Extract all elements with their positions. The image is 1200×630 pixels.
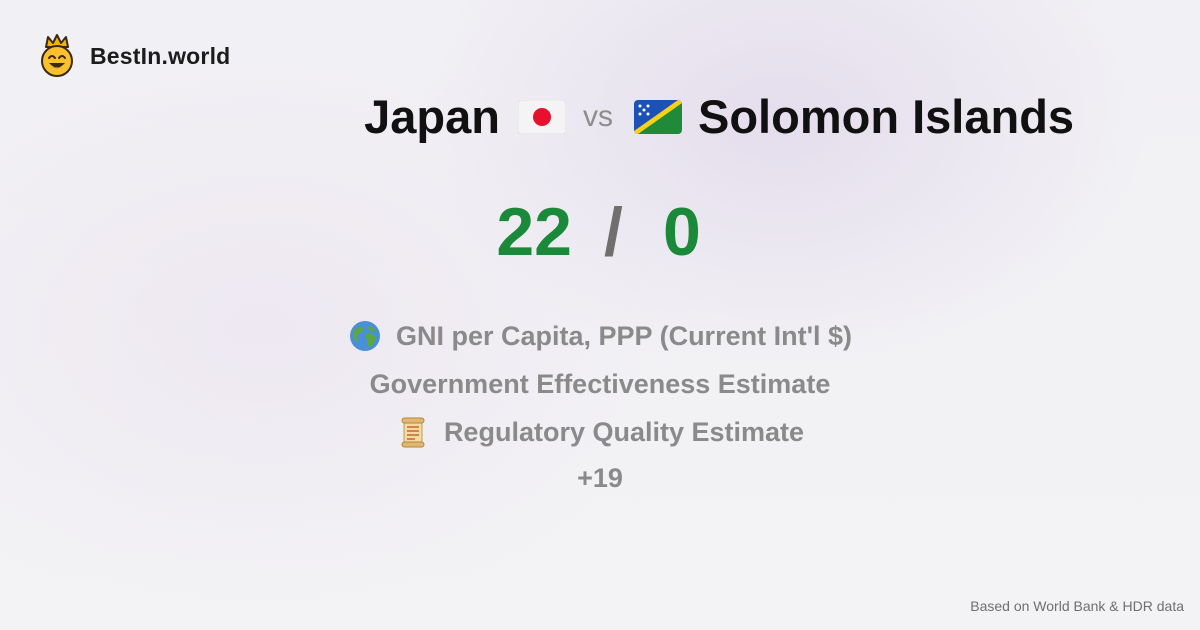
metric-label: Government Effectiveness Estimate — [369, 368, 831, 399]
globe-icon — [350, 321, 380, 351]
metrics-list: GNI per Capita, PPP (Current Int'l $) Go… — [0, 312, 1200, 500]
scroll-icon — [401, 417, 425, 448]
score-separator: / — [604, 194, 623, 270]
japan-flag-icon — [518, 100, 566, 134]
more-metrics-count[interactable]: +19 — [577, 462, 623, 493]
vs-separator: vs — [583, 100, 613, 133]
metric-item[interactable]: Government Effectiveness Estimate — [0, 360, 1200, 408]
score-b: 0 — [663, 194, 701, 270]
data-source-note: Based on World Bank & HDR data — [970, 598, 1184, 614]
metric-item[interactable]: Regulatory Quality Estimate — [0, 408, 1200, 456]
score-a: 22 — [496, 194, 572, 270]
crowned-smiley-icon — [41, 34, 73, 77]
brand-name: BestIn.world — [90, 42, 231, 69]
country-b-name[interactable]: Solomon Islands — [698, 90, 1075, 143]
solomon-islands-flag-icon — [634, 100, 682, 134]
metric-label: GNI per Capita, PPP (Current Int'l $) — [396, 320, 852, 351]
brand[interactable]: BestIn.world — [38, 34, 230, 78]
country-a-name[interactable]: Japan — [364, 90, 500, 143]
metric-label: Regulatory Quality Estimate — [443, 416, 805, 447]
metric-item[interactable]: GNI per Capita, PPP (Current Int'l $) — [0, 312, 1200, 360]
comparison-title: Japan vs Solomon Islands — [0, 86, 1200, 148]
